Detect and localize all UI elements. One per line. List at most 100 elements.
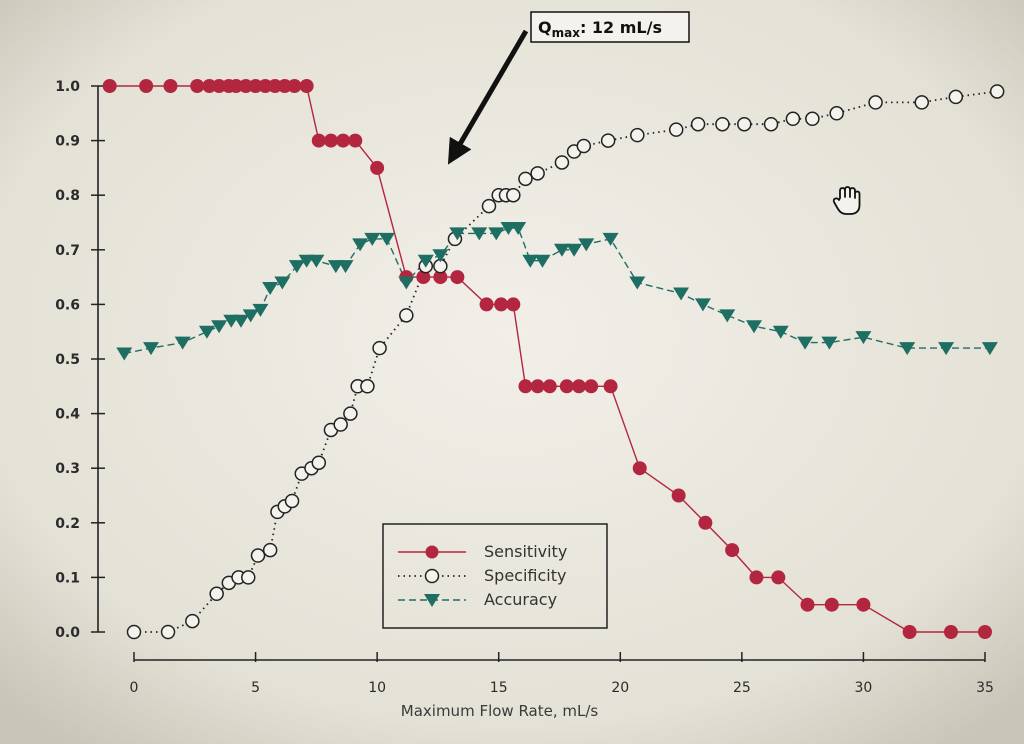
data-point-accuracy	[855, 331, 872, 345]
x-tick-label: 10	[368, 680, 386, 696]
data-point-sensitivity	[102, 79, 117, 93]
data-point-accuracy	[432, 249, 449, 263]
data-point-specificity	[554, 155, 570, 170]
legend-label-specificity: Specificity	[484, 566, 566, 585]
x-axis-title: Maximum Flow Rate, mL/s	[401, 702, 599, 720]
data-point-sensitivity	[494, 297, 509, 312]
x-tick-label: 35	[976, 680, 994, 696]
data-point-sensitivity	[518, 379, 533, 394]
data-point-specificity	[530, 166, 545, 181]
data-point-specificity	[518, 171, 533, 187]
data-point-specificity	[250, 548, 266, 563]
data-point-specificity	[343, 406, 358, 421]
y-tick-label: 0.0	[55, 625, 80, 641]
data-point-accuracy	[364, 232, 381, 246]
x-tick-label: 30	[855, 680, 873, 696]
data-point-sensitivity	[943, 625, 958, 639]
legend-entry-accuracy: Accuracy	[398, 590, 557, 609]
data-point-specificity	[185, 613, 200, 629]
data-point-sensitivity	[542, 379, 557, 394]
data-point-accuracy	[288, 260, 305, 274]
data-point-accuracy	[232, 314, 249, 328]
data-point-specificity	[948, 89, 964, 105]
series-markers	[102, 79, 1005, 640]
data-point-sensitivity	[139, 79, 154, 93]
data-point-accuracy	[471, 227, 488, 241]
data-point-specificity	[262, 542, 278, 558]
data-point-accuracy	[938, 342, 955, 356]
x-tick-label: 0	[130, 680, 139, 696]
data-point-accuracy	[378, 232, 395, 246]
data-point-accuracy	[522, 254, 539, 268]
data-point-accuracy	[566, 243, 583, 257]
data-point-specificity	[209, 586, 224, 602]
data-point-specificity	[989, 84, 1005, 99]
series-markers-specificity	[126, 84, 1005, 640]
legend-box	[382, 523, 608, 629]
y-tick-label: 0.3	[55, 461, 80, 477]
data-point-sensitivity	[163, 79, 178, 93]
data-point-specificity	[829, 106, 844, 121]
data-point-accuracy	[821, 336, 838, 350]
data-point-sensitivity	[277, 79, 292, 93]
data-point-accuracy	[337, 260, 354, 274]
data-point-sensitivity	[336, 133, 351, 148]
data-point-sensitivity	[856, 597, 871, 612]
data-point-sensitivity	[258, 79, 273, 93]
data-point-accuracy	[673, 287, 690, 301]
data-point-accuracy	[602, 232, 619, 246]
data-point-sensitivity	[800, 597, 815, 612]
data-point-specificity	[160, 624, 176, 640]
data-point-accuracy	[174, 336, 191, 350]
data-point-specificity	[737, 116, 752, 132]
data-point-sensitivity	[348, 133, 363, 148]
data-point-specificity	[763, 116, 779, 132]
annotation-text: Qmax: 12 mL/s	[538, 18, 662, 40]
data-point-sensitivity	[749, 570, 764, 585]
data-point-specificity	[333, 417, 348, 432]
data-point-sensitivity	[771, 570, 786, 585]
data-point-accuracy	[198, 325, 215, 339]
y-tick-label: 1.0	[55, 79, 80, 95]
legend-entry-specificity: Specificity	[398, 566, 566, 585]
data-point-sensitivity	[902, 625, 917, 639]
data-point-accuracy	[417, 254, 434, 268]
data-point-sensitivity	[248, 79, 263, 93]
data-point-accuracy	[308, 254, 325, 268]
data-point-sensitivity	[212, 79, 227, 93]
data-point-specificity	[785, 111, 801, 127]
data-point-sensitivity	[824, 597, 839, 612]
data-point-accuracy	[510, 221, 527, 235]
y-tick-label: 0.8	[55, 188, 80, 204]
data-point-sensitivity	[299, 79, 314, 93]
data-point-specificity	[399, 308, 414, 323]
legend-entry-sensitivity: Sensitivity	[398, 542, 567, 561]
legend-marker-specificity	[424, 568, 440, 584]
data-point-sensitivity	[530, 379, 545, 394]
data-point-sensitivity	[323, 133, 338, 148]
legend-label-sensitivity: Sensitivity	[484, 542, 567, 561]
data-point-specificity	[506, 187, 521, 203]
data-point-accuracy	[211, 320, 228, 334]
data-point-accuracy	[719, 309, 736, 323]
data-point-sensitivity	[632, 461, 647, 476]
data-point-specificity	[805, 111, 820, 127]
data-point-accuracy	[274, 276, 291, 290]
data-point-accuracy	[352, 238, 369, 252]
data-point-accuracy	[797, 336, 814, 350]
data-point-accuracy	[252, 303, 269, 317]
data-point-sensitivity	[479, 297, 494, 312]
data-point-accuracy	[242, 309, 259, 323]
data-point-sensitivity	[584, 379, 599, 394]
data-point-sensitivity	[571, 379, 586, 394]
x-tick-label: 5	[251, 680, 260, 696]
data-point-accuracy	[899, 342, 916, 356]
data-point-specificity	[126, 624, 142, 640]
data-point-accuracy	[262, 282, 279, 296]
legend-label-accuracy: Accuracy	[484, 590, 557, 609]
axes: 0.0 0.1 0.2 0.3 0.4 0.5 0.6 0.7 0.8 0.9 1.0 0 5 10 15 2…	[55, 79, 994, 720]
data-point-sensitivity	[202, 79, 217, 93]
data-point-sensitivity	[190, 79, 205, 93]
data-point-specificity	[372, 340, 387, 356]
